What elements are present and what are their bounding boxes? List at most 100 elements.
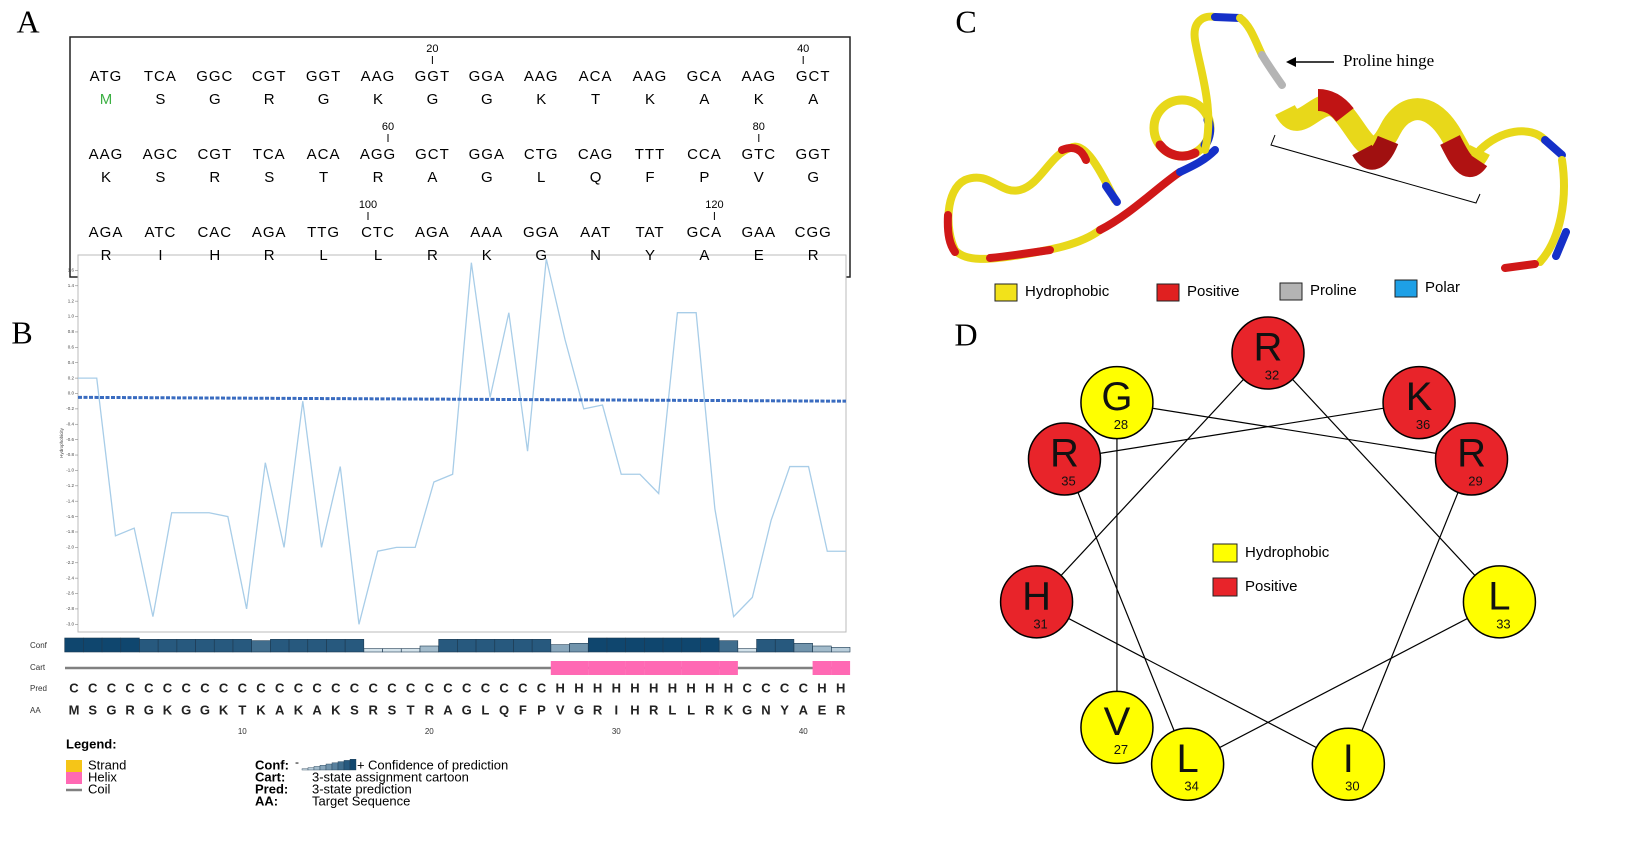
aa-letter: R — [425, 702, 435, 717]
legend-label: Coil — [88, 781, 111, 796]
pred-letter: H — [649, 680, 658, 695]
y-tick-label: -0.8 — [66, 452, 74, 457]
aa-letter: N — [761, 702, 770, 717]
ribbon — [1505, 264, 1535, 268]
residue: S — [155, 169, 165, 186]
codon: CTC — [361, 224, 395, 241]
codon: CGT — [197, 146, 232, 163]
codon: TCA — [253, 146, 286, 163]
residue-letter: G — [1101, 375, 1132, 419]
residue: S — [264, 169, 274, 186]
y-tick-label: 0.4 — [68, 360, 75, 365]
conf-bar — [775, 639, 794, 652]
aa-letter: G — [144, 702, 154, 717]
cart-helix — [719, 661, 738, 675]
legend-text: Target Sequence — [312, 793, 410, 808]
codon: AAG — [89, 146, 124, 163]
codon: CAG — [578, 146, 614, 163]
conf-bar — [476, 639, 495, 652]
pred-letter: C — [312, 680, 322, 695]
codon: GGT — [415, 68, 451, 85]
conf-bar — [588, 638, 607, 652]
y-tick-label: -0.2 — [66, 406, 74, 411]
cart-helix — [663, 661, 682, 675]
residue: R — [264, 91, 275, 108]
pred-letter: C — [200, 680, 210, 695]
pred-letter: H — [556, 680, 565, 695]
residue: V — [754, 169, 764, 186]
aa-letter: S — [388, 702, 397, 717]
pred-letter: C — [88, 680, 98, 695]
pred-letter: C — [69, 680, 79, 695]
aa-letter: V — [556, 702, 565, 717]
y-tick-label: -2.6 — [66, 591, 74, 596]
pred-letter: H — [705, 680, 714, 695]
row-label: Conf — [30, 641, 48, 650]
position-marker: 40 — [797, 43, 809, 55]
cart-helix — [588, 661, 607, 675]
residue-number: 35 — [1061, 473, 1075, 488]
residue: F — [645, 169, 654, 186]
pred-letter: C — [518, 680, 528, 695]
codon: GGC — [196, 68, 233, 85]
aa-letter: K — [294, 702, 304, 717]
legend-title: Legend: — [66, 736, 117, 751]
y-tick-label: -3.0 — [66, 621, 74, 626]
residue: T — [319, 169, 328, 186]
conf-bar — [83, 638, 102, 652]
y-tick-label: 0.8 — [68, 329, 75, 334]
y-tick-label: 1.0 — [68, 314, 75, 319]
codon: GCA — [687, 224, 723, 241]
cart-helix — [644, 661, 663, 675]
cart-helix — [831, 661, 850, 675]
row-label: Cart — [30, 663, 46, 672]
conf-bar — [570, 643, 589, 652]
codon: TTG — [307, 224, 340, 241]
legend-label: Hydrophobic — [1245, 544, 1330, 561]
residue-letter: L — [1177, 737, 1199, 781]
panel-label: A — [16, 3, 39, 39]
conf-bar — [420, 646, 439, 652]
y-tick-label: 1.4 — [68, 283, 75, 288]
legend-gradient — [350, 759, 356, 770]
panel-label: C — [955, 3, 976, 39]
position-label: 20 — [425, 727, 434, 736]
residue-letter: I — [1343, 737, 1354, 781]
conf-bar — [270, 639, 289, 652]
codon: ACA — [579, 68, 613, 85]
conf-bar — [644, 638, 663, 652]
residue-letter: V — [1104, 700, 1131, 744]
pred-letter: C — [107, 680, 117, 695]
codon: CGG — [795, 224, 832, 241]
aa-letter: L — [687, 702, 695, 717]
y-tick-label: 0.2 — [68, 375, 75, 380]
cart-helix — [607, 661, 626, 675]
conf-bar — [701, 638, 720, 652]
conf-bar — [532, 639, 551, 652]
conf-bar — [439, 639, 458, 652]
conf-bar — [757, 639, 776, 652]
codon: TCA — [144, 68, 177, 85]
pred-letter: C — [499, 680, 509, 695]
conf-bar — [364, 649, 383, 652]
row-label: Pred — [30, 684, 47, 693]
position-marker: 60 — [382, 121, 394, 133]
y-tick-label: -1.4 — [66, 498, 74, 503]
codon: AAG — [633, 68, 668, 85]
residue-number: 34 — [1184, 779, 1198, 794]
aa-letter: R — [369, 702, 379, 717]
conf-bar — [345, 639, 364, 652]
residue: R — [373, 169, 384, 186]
aa-letter: S — [350, 702, 359, 717]
conf-bar — [813, 646, 832, 652]
codon: AAG — [361, 68, 396, 85]
legend-swatch — [1213, 578, 1237, 596]
aa-letter: M — [69, 702, 80, 717]
codon: AAG — [524, 68, 559, 85]
aa-letter: G — [462, 702, 472, 717]
residue-number: 36 — [1416, 417, 1430, 432]
codon: ACA — [307, 146, 341, 163]
legend-swatch — [1213, 544, 1237, 562]
aa-letter: S — [88, 702, 97, 717]
codon: GTC — [741, 146, 776, 163]
